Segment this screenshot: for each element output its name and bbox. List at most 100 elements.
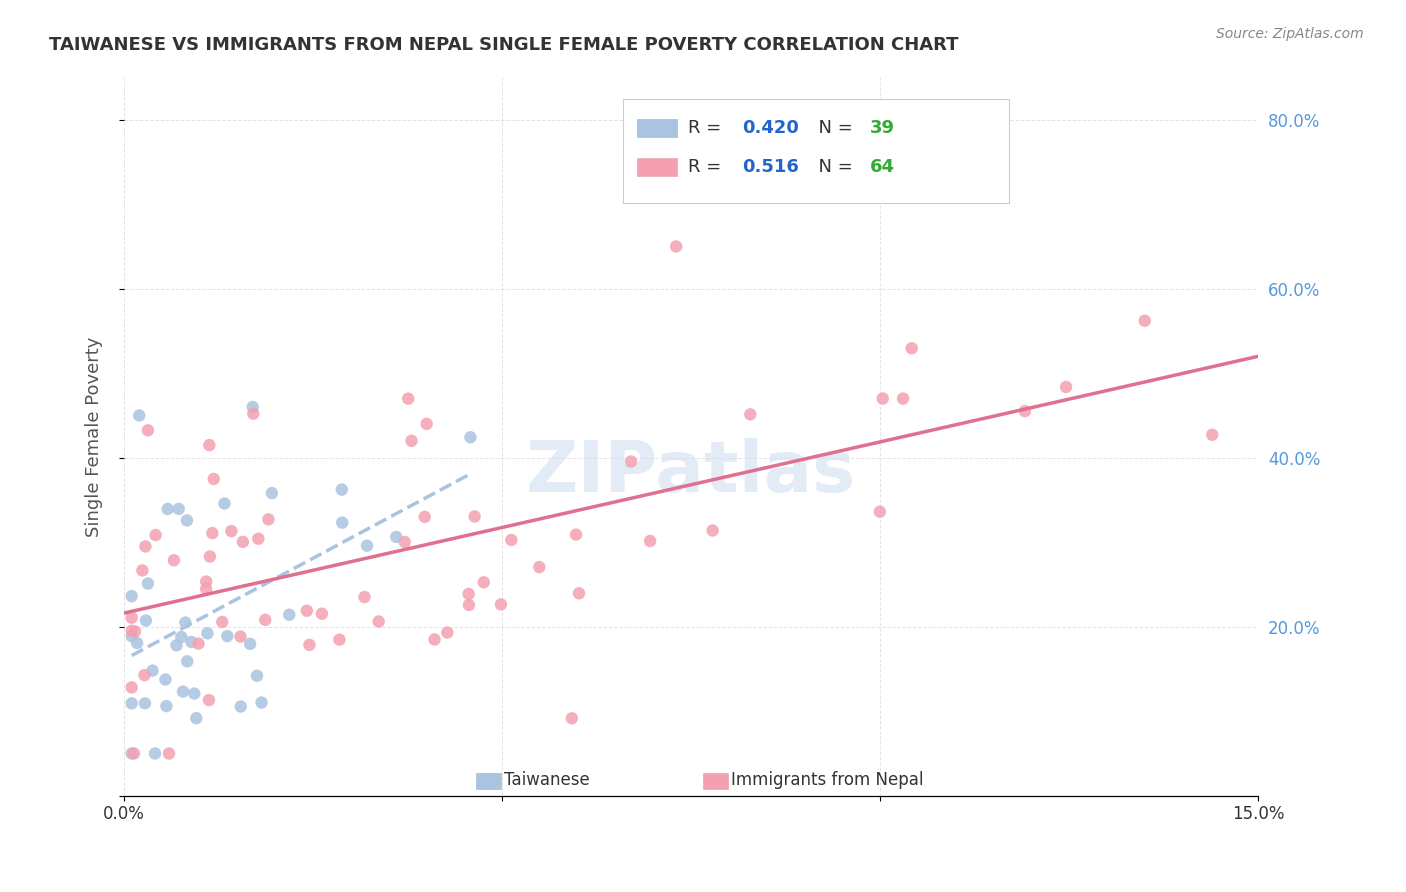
Point [246, 669, 269, 683]
Point [367, 615, 389, 629]
Point [638, 534, 661, 549]
Point [260, 486, 283, 500]
Point [155, 673, 177, 687]
Point [121, 747, 143, 761]
Point [1201, 427, 1223, 442]
Point [121, 696, 143, 710]
Point [464, 509, 486, 524]
Text: N =: N = [807, 119, 859, 136]
Point [561, 711, 583, 725]
Point [134, 696, 156, 710]
Point [134, 540, 156, 554]
Point [353, 590, 375, 604]
Point [121, 589, 143, 603]
Point [121, 624, 143, 638]
Point [198, 549, 221, 564]
Point [198, 693, 221, 707]
Point [900, 341, 922, 355]
Y-axis label: Single Female Poverty: Single Female Poverty [86, 336, 103, 537]
Point [127, 636, 149, 650]
Point [872, 392, 894, 406]
Point [211, 615, 233, 629]
Point [195, 574, 218, 589]
FancyBboxPatch shape [623, 99, 1010, 203]
Point [436, 625, 458, 640]
Point [134, 668, 156, 682]
Point [195, 582, 218, 596]
Point [1014, 404, 1036, 418]
Point [740, 407, 762, 421]
Point [891, 392, 914, 406]
Point [155, 699, 177, 714]
Point [183, 687, 205, 701]
Point [385, 530, 408, 544]
Point [620, 454, 643, 468]
Text: 0.420: 0.420 [742, 119, 799, 136]
Point [167, 502, 190, 516]
Point [356, 539, 378, 553]
Text: TAIWANESE VS IMMIGRANTS FROM NEPAL SINGLE FEMALE POVERTY CORRELATION CHART: TAIWANESE VS IMMIGRANTS FROM NEPAL SINGL… [49, 36, 959, 54]
Point [501, 533, 523, 547]
Point [229, 699, 252, 714]
Point [458, 598, 481, 612]
Point [156, 502, 179, 516]
Point [396, 392, 419, 406]
Point [174, 615, 197, 630]
Point [186, 711, 208, 725]
Text: N =: N = [807, 158, 859, 177]
Point [394, 535, 416, 549]
Point [278, 607, 301, 622]
FancyBboxPatch shape [475, 772, 501, 789]
Point [568, 586, 591, 600]
Point [135, 614, 157, 628]
Point [242, 407, 264, 421]
Point [298, 638, 321, 652]
Point [121, 681, 143, 695]
Text: R =: R = [688, 158, 727, 177]
Point [457, 587, 479, 601]
Text: 0.516: 0.516 [742, 158, 799, 177]
Point [121, 629, 143, 643]
Point [423, 632, 446, 647]
Text: ZIPatlas: ZIPatlas [526, 438, 856, 507]
Point [122, 747, 145, 761]
Point [330, 483, 353, 497]
Point [157, 747, 180, 761]
Point [665, 239, 688, 253]
Text: Immigrants from Nepal: Immigrants from Nepal [731, 771, 924, 789]
Point [163, 553, 186, 567]
Point [247, 532, 270, 546]
Point [176, 513, 198, 527]
Point [1054, 380, 1077, 394]
Point [869, 505, 891, 519]
Point [311, 607, 333, 621]
FancyBboxPatch shape [703, 772, 727, 789]
Point [229, 630, 252, 644]
Point [295, 604, 318, 618]
Point [1133, 314, 1156, 328]
Point [328, 632, 350, 647]
Point [242, 400, 264, 414]
Point [187, 637, 209, 651]
Point [180, 635, 202, 649]
Point [166, 638, 188, 652]
Point [415, 417, 437, 431]
Point [217, 629, 239, 643]
Text: 39: 39 [869, 119, 894, 136]
Point [131, 563, 153, 577]
Text: 64: 64 [869, 158, 894, 177]
Point [136, 423, 159, 437]
Point [257, 512, 280, 526]
Point [460, 430, 482, 444]
Point [176, 654, 198, 668]
Point [214, 497, 236, 511]
FancyBboxPatch shape [637, 119, 676, 136]
Point [201, 526, 224, 541]
Point [401, 434, 423, 448]
Point [198, 438, 221, 452]
Point [239, 637, 262, 651]
Point [197, 626, 219, 640]
Point [702, 524, 724, 538]
Point [170, 630, 193, 644]
Point [254, 613, 277, 627]
